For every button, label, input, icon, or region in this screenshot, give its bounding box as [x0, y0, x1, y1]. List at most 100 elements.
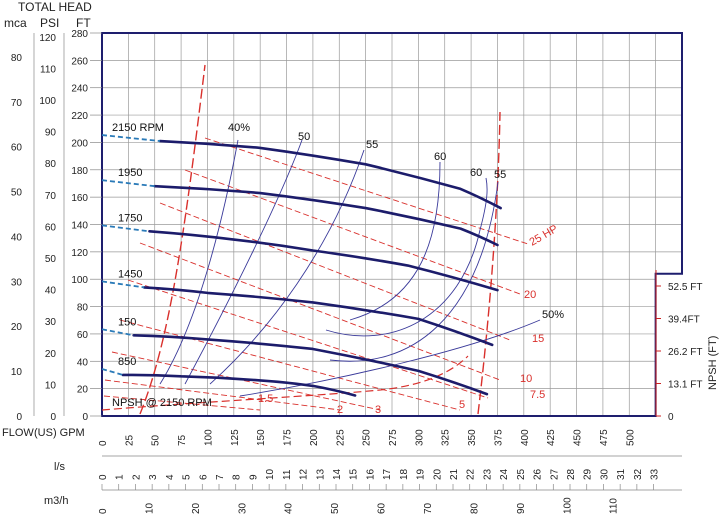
m3h-tick-label: 60	[377, 502, 388, 514]
psi-header: PSI	[40, 16, 59, 30]
m3h-tick-label: 50	[330, 502, 341, 514]
m3h-tick-label: 100	[562, 497, 573, 514]
mca-tick-label: 40	[11, 232, 23, 243]
m3h-tick-label: 0	[98, 508, 109, 514]
m3h-tick-label: 70	[423, 502, 434, 514]
gpm-tick-label: 0	[98, 440, 109, 446]
efficiency-label: 55	[494, 169, 506, 181]
gpm-tick-label: 125	[230, 429, 241, 446]
ls-tick-label: 27	[549, 468, 560, 480]
ft-tick-label: 20	[77, 385, 89, 396]
ls-tick-label: 17	[382, 468, 393, 480]
psi-tick-label: 60	[45, 222, 57, 233]
ls-tick-label: 29	[583, 468, 594, 480]
gpm-tick-label: 100	[203, 429, 214, 446]
m3h-tick-label: 40	[284, 502, 295, 514]
speed-curve	[132, 333, 489, 396]
mca-tick-label: 80	[11, 53, 23, 64]
ls-tick-label: 1	[115, 474, 126, 480]
series-label: 1950	[118, 167, 142, 179]
gpm-tick-label: 25	[124, 434, 135, 446]
hp-label: 2	[337, 404, 343, 416]
hp-line	[104, 379, 341, 411]
gpm-tick-label: 300	[414, 429, 425, 446]
mca-tick-label: 10	[11, 367, 23, 378]
ls-tick-label: 6	[198, 474, 209, 480]
ls-tick-label: 12	[299, 468, 310, 480]
hp-line	[103, 395, 261, 411]
ft-tick-label: 40	[77, 357, 89, 368]
m3h-tick-label: 90	[516, 502, 527, 514]
gpm-tick-label: 425	[546, 429, 557, 446]
npsh-tick-label: 0	[668, 412, 674, 423]
m3h-tick-label: 20	[191, 502, 202, 514]
ft-tick-label: 0	[82, 412, 88, 423]
ft-tick-label: 60	[77, 330, 89, 341]
hp-label: 10	[520, 373, 532, 385]
hp-label: 25 HP	[528, 223, 560, 249]
m3h-tick-label: 10	[144, 502, 155, 514]
total-head-label: TOTAL HEAD	[18, 0, 92, 14]
ls-tick-label: 9	[248, 474, 259, 480]
speed-curve-leadin	[101, 280, 145, 289]
speed-curve	[153, 184, 499, 247]
ft-tick-label: 220	[71, 111, 88, 122]
gpm-tick-label: 175	[283, 429, 294, 446]
ls-tick-label: 33	[650, 468, 661, 480]
mca-tick-label: 50	[11, 188, 23, 199]
ls-tick-label: 32	[633, 468, 644, 480]
ft-tick-label: 100	[71, 275, 88, 286]
speed-curve-leadin	[101, 368, 124, 376]
gpm-tick-label: 150	[256, 429, 267, 446]
ft-tick-label: 200	[71, 138, 88, 149]
ls-tick-label: 5	[182, 474, 193, 480]
flow-label: FLOW	[2, 427, 34, 439]
speed-curve-leadin	[101, 224, 150, 233]
hp-label: 5	[459, 399, 465, 411]
mca-tick-label: 70	[11, 98, 23, 109]
psi-tick-label: 50	[45, 254, 57, 265]
ls-tick-label: 28	[566, 468, 577, 480]
efficiency-curve	[239, 319, 541, 397]
ls-tick-label: 25	[516, 468, 527, 480]
ls-tick-label: 15	[349, 468, 360, 480]
ls-tick-label: 7	[215, 474, 226, 480]
gpm-tick-label: 50	[151, 434, 162, 446]
gpm-axis-label: (US) GPM	[34, 427, 85, 439]
gpm-tick-label: 200	[309, 429, 320, 446]
npsh-curve	[101, 355, 469, 411]
gpm-tick-label: 325	[441, 429, 452, 446]
ls-tick-label: 21	[449, 468, 460, 480]
ls-tick-label: 24	[499, 468, 510, 480]
speed-curve	[158, 139, 502, 210]
psi-tick-label: 110	[40, 64, 56, 75]
gpm-tick-label: 475	[599, 429, 610, 446]
psi-tick-label: 30	[45, 317, 57, 328]
ft-tick-label: 180	[71, 166, 88, 177]
psi-tick-label: 80	[45, 159, 57, 170]
hp-line	[111, 351, 381, 411]
ls-axis-label: l/s	[54, 461, 66, 473]
m3h-tick-label: 110	[609, 498, 620, 514]
series-label: 1450	[118, 268, 142, 280]
psi-tick-label: 0	[50, 412, 56, 423]
gpm-tick-label: 250	[362, 429, 373, 446]
ft-tick-label: 140	[71, 221, 88, 232]
gpm-tick-label: 375	[493, 429, 504, 446]
npsh-tick-label: 26.2 FT	[668, 347, 702, 358]
ls-tick-label: 16	[365, 468, 376, 480]
npsh-tick-label: 13.1 FT	[668, 380, 702, 391]
frame-notch-mask	[655, 273, 684, 418]
m3h-tick-label: 80	[469, 502, 480, 514]
ls-tick-label: 2	[131, 474, 142, 480]
hp-label: 20	[524, 289, 536, 301]
hp-line	[159, 202, 511, 341]
efficiency-curve	[209, 149, 365, 385]
ls-tick-label: 13	[315, 468, 326, 480]
hp-label: 7.5	[530, 389, 545, 401]
series-label: 2150 RPM	[112, 122, 164, 134]
ls-tick-label: 14	[332, 468, 343, 480]
efficiency-label: 60	[470, 167, 482, 179]
